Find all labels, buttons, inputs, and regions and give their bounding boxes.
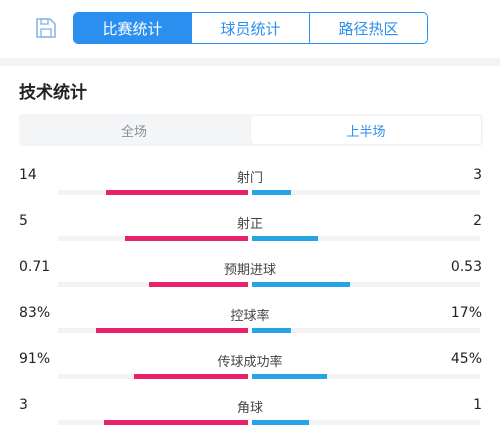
home-bar-track bbox=[58, 190, 248, 195]
away-bar-track bbox=[252, 236, 480, 241]
home-bar bbox=[134, 374, 248, 379]
stat-label: 控球率 bbox=[230, 309, 270, 324]
home-bar bbox=[149, 282, 248, 287]
home-bar bbox=[124, 236, 248, 241]
top-bar: 比赛统计 球员统计 路径热区 bbox=[0, 0, 500, 58]
stat-label: 射门 bbox=[236, 171, 263, 186]
home-value: 3 bbox=[19, 397, 28, 413]
stat-label: 传球成功率 bbox=[217, 355, 283, 370]
home-bar-track bbox=[58, 236, 248, 241]
away-bar-track bbox=[252, 374, 480, 379]
stat-label: 预期进球 bbox=[223, 263, 276, 278]
home-value: 83% bbox=[19, 305, 51, 321]
away-bar bbox=[252, 374, 328, 379]
home-bar-track bbox=[58, 374, 248, 379]
save-icon[interactable] bbox=[34, 17, 58, 39]
stat-label: 角球 bbox=[236, 401, 263, 416]
tab-match-stats[interactable]: 比赛统计 bbox=[74, 13, 191, 43]
home-bar bbox=[103, 420, 248, 425]
stat-row-shots: 14 射门 3 bbox=[0, 165, 500, 205]
away-value: 17% bbox=[450, 305, 482, 321]
away-bar bbox=[252, 420, 309, 425]
away-value: 1 bbox=[473, 397, 482, 413]
away-value: 0.53 bbox=[450, 259, 482, 275]
away-value: 2 bbox=[473, 213, 482, 229]
home-value: 91% bbox=[19, 351, 51, 367]
away-bar bbox=[252, 190, 291, 195]
home-value: 5 bbox=[19, 213, 28, 229]
away-bar-track bbox=[252, 190, 480, 195]
section-title: 技术统计 bbox=[19, 83, 87, 103]
tab-heat-zone[interactable]: 路径热区 bbox=[309, 13, 427, 43]
home-bar bbox=[96, 328, 248, 333]
section-divider bbox=[0, 58, 500, 66]
away-value: 3 bbox=[473, 167, 482, 183]
stat-row-shots-on-target: 5 射正 2 bbox=[0, 211, 500, 251]
main-tabs: 比赛统计 球员统计 路径热区 bbox=[73, 12, 428, 44]
home-bar-track bbox=[58, 282, 248, 287]
stat-row-expected-goals: 0.71 预期进球 0.53 bbox=[0, 257, 500, 297]
tab-first-half[interactable]: 上半场 bbox=[251, 116, 481, 144]
home-value: 14 bbox=[19, 167, 37, 183]
away-bar-track bbox=[252, 328, 480, 333]
home-bar-track bbox=[58, 328, 248, 333]
home-value: 0.71 bbox=[19, 259, 51, 275]
away-bar-track bbox=[252, 420, 480, 425]
stat-row-corners: 3 角球 1 bbox=[0, 395, 500, 435]
tab-player-stats[interactable]: 球员统计 bbox=[191, 13, 309, 43]
home-bar-track bbox=[58, 420, 248, 425]
away-value: 45% bbox=[450, 351, 482, 367]
tab-full-match[interactable]: 全场 bbox=[120, 124, 147, 140]
stat-row-possession: 83% 控球率 17% bbox=[0, 303, 500, 343]
away-bar bbox=[252, 328, 291, 333]
away-bar bbox=[252, 236, 319, 241]
away-bar bbox=[252, 282, 351, 287]
stat-row-pass-accuracy: 91% 传球成功率 45% bbox=[0, 349, 500, 389]
stat-label: 射正 bbox=[236, 217, 263, 232]
home-bar bbox=[105, 190, 248, 195]
period-tabs: 全场 上半场 bbox=[19, 114, 483, 146]
away-bar-track bbox=[252, 282, 480, 287]
